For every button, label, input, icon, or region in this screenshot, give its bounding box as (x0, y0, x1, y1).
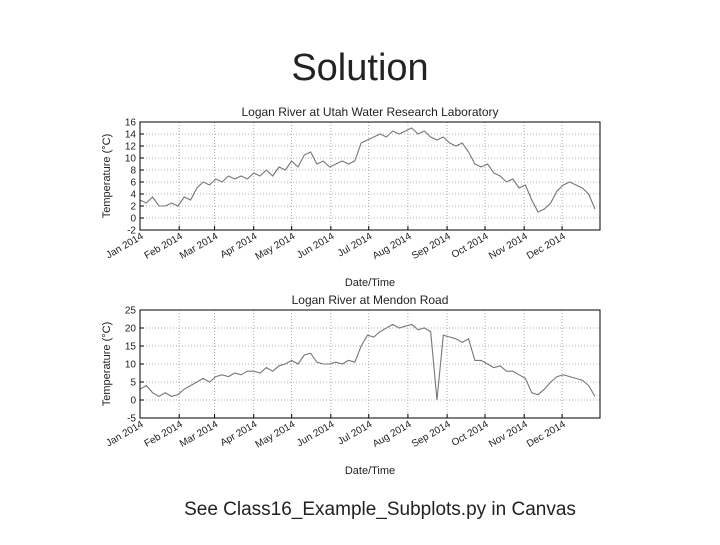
slide-footer: See Class16_Example_Subplots.py in Canva… (184, 499, 576, 520)
x-tick-label: May 2014 (254, 419, 298, 451)
x-tick-label: Jul 2014 (336, 231, 375, 260)
y-tick-label: 25 (125, 306, 137, 317)
y-tick-label: 16 (125, 118, 137, 129)
y-tick-label: 14 (125, 130, 137, 141)
x-tick-label: Aug 2014 (371, 231, 414, 262)
y-tick-label: -5 (127, 414, 136, 425)
x-tick-label: Nov 2014 (487, 419, 530, 450)
x-tick-label: Mar 2014 (178, 419, 220, 450)
y-tick-label: 0 (130, 214, 136, 225)
x-tick-label: Mar 2014 (178, 231, 220, 262)
chart-title: Logan River at Mendon Road (292, 293, 449, 307)
chart-title: Logan River at Utah Water Research Labor… (241, 105, 498, 119)
y-axis-label: Temperature (°C) (101, 134, 113, 218)
x-tick-label: Apr 2014 (219, 231, 260, 261)
plot-frame (139, 309, 601, 419)
x-tick-label: Apr 2014 (219, 419, 260, 449)
x-tick-label: Feb 2014 (143, 419, 185, 450)
x-tick-label: Jun 2014 (295, 419, 337, 449)
y-tick-label: 20 (125, 324, 137, 335)
y-tick-label: 15 (125, 342, 137, 353)
x-axis-label: Date/Time (345, 277, 395, 289)
y-tick-label: 2 (130, 202, 136, 213)
y-tick-label: 6 (130, 178, 136, 189)
x-tick-label: Dec 2014 (525, 231, 568, 262)
x-tick-label: Jan 2014 (104, 231, 146, 261)
y-tick-label: 12 (125, 142, 137, 153)
x-tick-label: Jul 2014 (336, 419, 375, 448)
x-tick-label: May 2014 (254, 231, 298, 263)
x-tick-label: Feb 2014 (143, 231, 185, 262)
x-tick-label: Sep 2014 (410, 231, 453, 262)
y-axis-label: Temperature (°C) (101, 322, 113, 406)
x-tick-label: Sep 2014 (410, 419, 453, 450)
x-tick-label: Aug 2014 (371, 419, 414, 450)
slide-title: Solution (291, 47, 428, 89)
y-tick-label: 10 (125, 154, 137, 165)
x-tick-label: Oct 2014 (450, 231, 491, 261)
y-tick-label: 4 (130, 190, 136, 201)
y-tick-label: 5 (130, 378, 136, 389)
x-axis-label: Date/Time (345, 465, 395, 477)
data-line (139, 127, 596, 213)
x-tick-label: Nov 2014 (487, 231, 530, 262)
y-tick-label: -2 (127, 226, 136, 237)
x-tick-label: Dec 2014 (525, 419, 568, 450)
y-tick-label: 10 (125, 360, 137, 371)
x-tick-label: Jan 2014 (104, 419, 146, 449)
x-tick-label: Oct 2014 (450, 419, 491, 449)
y-tick-label: 8 (130, 166, 136, 177)
data-line (139, 323, 596, 401)
x-tick-label: Jun 2014 (295, 231, 337, 261)
y-tick-label: 0 (130, 396, 136, 407)
plot-frame (139, 121, 601, 231)
